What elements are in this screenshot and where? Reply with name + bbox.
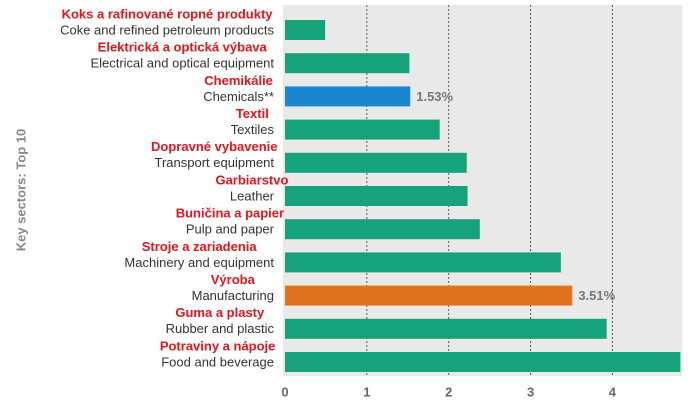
bar [285, 86, 411, 107]
category-translation: Elektrická a optická výbava [98, 40, 268, 55]
x-tick-label: 3 [527, 384, 534, 399]
value-label: 1.53% [416, 89, 453, 104]
category-translation: Koks a rafinované ropné produkty [62, 6, 274, 21]
bar [285, 152, 467, 173]
bar [285, 352, 681, 372]
bar [285, 318, 607, 339]
category-label: Transport equipment [155, 155, 275, 170]
bar [285, 53, 410, 74]
category-translation: Garbiarstvo [215, 172, 288, 187]
x-tick-label: 2 [445, 384, 452, 399]
category-label: Pulp and paper [186, 222, 275, 237]
bar [285, 219, 480, 240]
category-translation: Guma a plasty [175, 305, 265, 320]
bar [285, 252, 561, 273]
category-translation: Buničina a papier [176, 206, 284, 221]
bar [285, 20, 326, 40]
category-label: Chemicals** [203, 89, 274, 104]
category-translation: Potraviny a nápoje [160, 338, 276, 353]
bar [285, 186, 468, 206]
category-translation: Textil [236, 106, 269, 121]
category-translation: Stroje a zariadenia [142, 239, 258, 254]
category-label: Electrical and optical equipment [90, 56, 274, 71]
category-label: Machinery and equipment [124, 255, 274, 270]
x-tick-label: 0 [281, 384, 288, 399]
category-label: Textiles [231, 122, 275, 137]
x-tick-label: 4 [609, 384, 617, 399]
bar [285, 285, 573, 306]
category-label: Food and beverage [161, 354, 274, 369]
category-label: Manufacturing [192, 288, 274, 303]
category-translation: Dopravné vybavenie [151, 139, 277, 154]
category-label: Leather [230, 188, 275, 203]
bar [285, 119, 440, 140]
y-axis-label: Key sectors: Top 10 [13, 129, 28, 252]
category-label: Coke and refined petroleum products [60, 22, 274, 37]
category-translation: Chemikálie [204, 73, 273, 88]
category-translation: Výroba [211, 272, 256, 287]
category-label: Rubber and plastic [166, 321, 275, 336]
x-tick-label: 1 [363, 384, 370, 399]
value-label: 3.51% [578, 288, 615, 303]
